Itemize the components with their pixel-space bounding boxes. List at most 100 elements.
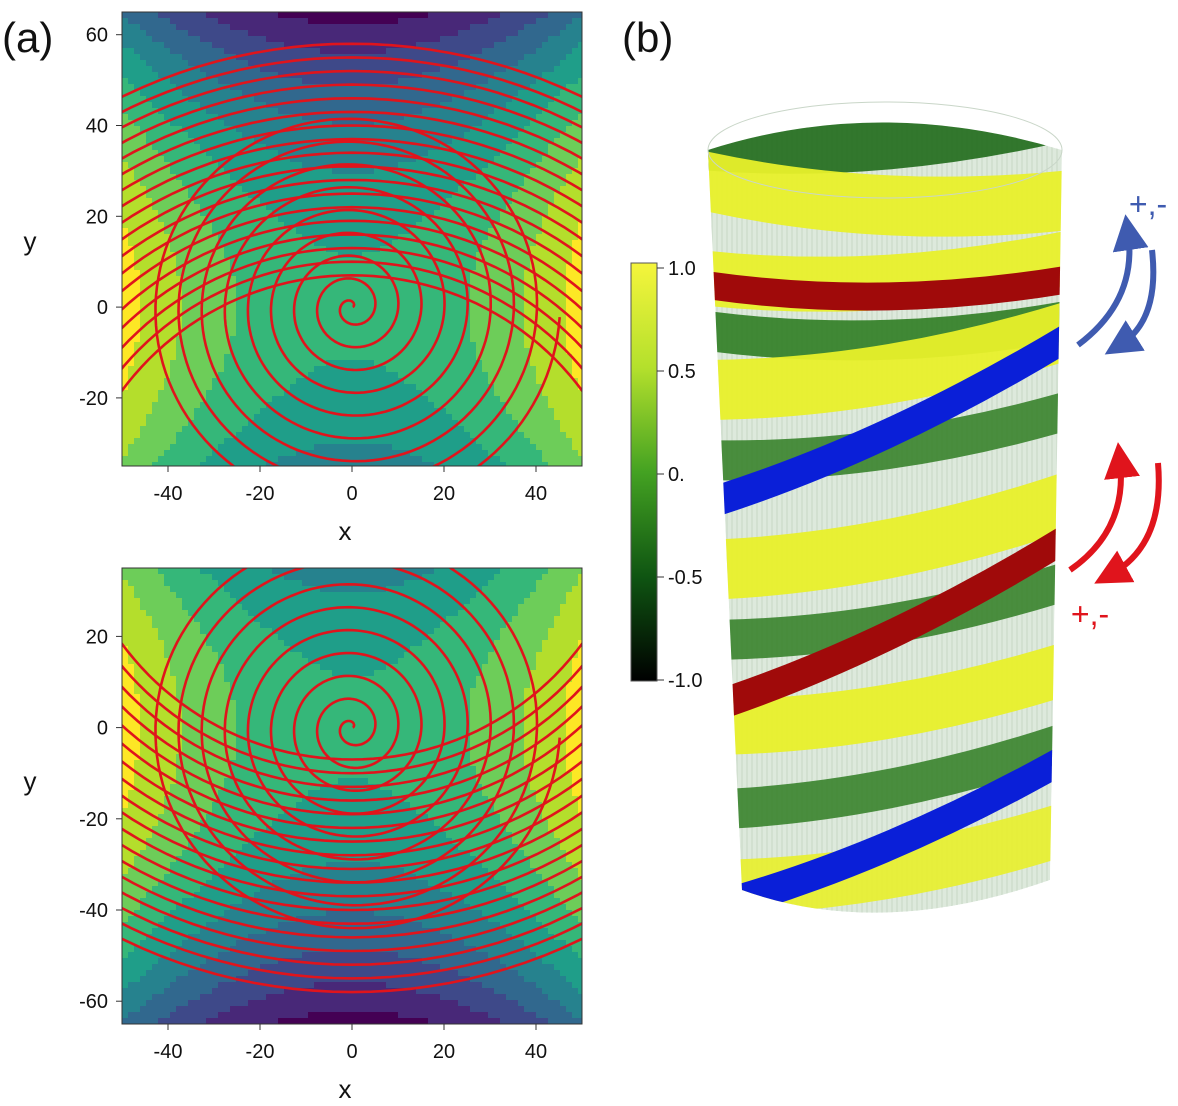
contour-cell — [452, 186, 459, 193]
contour-cell — [308, 204, 315, 211]
contour-cell — [488, 138, 495, 145]
contour-cell — [476, 324, 483, 331]
contour-cell — [434, 354, 441, 361]
contour-cell — [146, 216, 153, 223]
contour-cell — [386, 348, 393, 355]
contour-cell — [338, 120, 345, 127]
contour-cell — [440, 66, 447, 73]
contour-cell — [206, 462, 213, 466]
contour-cell — [392, 270, 399, 277]
contour-cell — [350, 330, 357, 337]
contour-cell — [332, 312, 339, 319]
contour-cell — [476, 264, 483, 271]
contour-cell — [320, 282, 327, 289]
contour-cell — [134, 96, 141, 103]
contour-cell — [224, 132, 231, 139]
contour-cell — [428, 30, 435, 37]
contour-cell — [404, 240, 411, 247]
contour-cell — [224, 138, 231, 145]
contour-cell — [446, 264, 453, 271]
contour-cell — [452, 108, 459, 115]
contour-cell — [176, 342, 183, 349]
contour-cell — [398, 438, 405, 445]
contour-cell — [188, 150, 195, 157]
contour-cell — [368, 84, 375, 91]
contour-cell — [416, 12, 423, 19]
contour-cell — [494, 144, 501, 151]
contour-cell — [230, 126, 237, 133]
contour-cell — [452, 384, 459, 391]
contour-cell — [212, 156, 219, 163]
contour-cell — [182, 138, 189, 145]
contour-cell — [248, 264, 255, 271]
contour-cell — [500, 402, 507, 409]
contour-cell — [266, 234, 273, 241]
contour-cell — [380, 348, 387, 355]
contour-cell — [122, 198, 129, 205]
contour-cell — [506, 126, 513, 133]
contour-cell — [410, 306, 417, 313]
contour-cell — [338, 378, 345, 385]
contour-cell — [164, 414, 171, 421]
contour-cell — [212, 210, 219, 217]
contour-cell — [158, 126, 165, 133]
contour-cell — [260, 78, 267, 85]
contour-cell — [470, 282, 477, 289]
contour-cell — [206, 114, 213, 121]
contour-cell — [338, 330, 345, 337]
contour-cell — [410, 192, 417, 199]
contour-cell — [194, 18, 201, 25]
contour-cell — [278, 324, 285, 331]
contour-cell — [284, 420, 291, 427]
contour-cell — [380, 18, 387, 25]
contour-cell — [404, 210, 411, 217]
contour-cell — [434, 318, 441, 325]
contour-cell — [284, 30, 291, 37]
contour-cell — [452, 180, 459, 187]
contour-cell — [344, 84, 351, 91]
contour-cell — [344, 24, 351, 31]
contour-cell — [218, 174, 225, 181]
contour-cell — [422, 216, 429, 223]
contour-cell — [302, 210, 309, 217]
contour-cell — [458, 72, 465, 79]
contour-cell — [152, 396, 159, 403]
contour-cell — [494, 72, 501, 79]
contour-cell — [356, 156, 363, 163]
contour-cell — [410, 96, 417, 103]
contour-cell — [308, 360, 315, 367]
contour-cell — [392, 378, 399, 385]
contour-cell — [200, 378, 207, 385]
contour-cell — [176, 78, 183, 85]
contour-cell — [404, 420, 411, 427]
contour-cell — [374, 264, 381, 271]
contour-cell — [368, 66, 375, 73]
contour-cell — [206, 240, 213, 247]
contour-cell — [296, 132, 303, 139]
contour-cell — [512, 270, 519, 277]
contour-cell — [488, 18, 495, 25]
contour-cell — [368, 18, 375, 25]
contour-cell — [182, 84, 189, 91]
contour-cell — [320, 390, 327, 397]
contour-cell — [140, 162, 147, 169]
contour-cell — [140, 240, 147, 247]
contour-cell — [230, 348, 237, 355]
contour-cell — [128, 438, 135, 445]
contour-cell — [218, 276, 225, 283]
contour-cell — [434, 414, 441, 421]
contour-cell — [338, 384, 345, 391]
contour-cell — [194, 246, 201, 253]
contour-cell — [458, 324, 465, 331]
contour-cell — [410, 246, 417, 253]
contour-cell — [350, 384, 357, 391]
contour-cell — [350, 72, 357, 79]
contour-cell — [386, 186, 393, 193]
contour-cell — [404, 36, 411, 43]
contour-cell — [128, 132, 135, 139]
contour-cell — [452, 102, 459, 109]
contour-cell — [392, 150, 399, 157]
contour-cell — [194, 336, 201, 343]
contour-cell — [170, 432, 177, 439]
contour-cell — [452, 30, 459, 37]
